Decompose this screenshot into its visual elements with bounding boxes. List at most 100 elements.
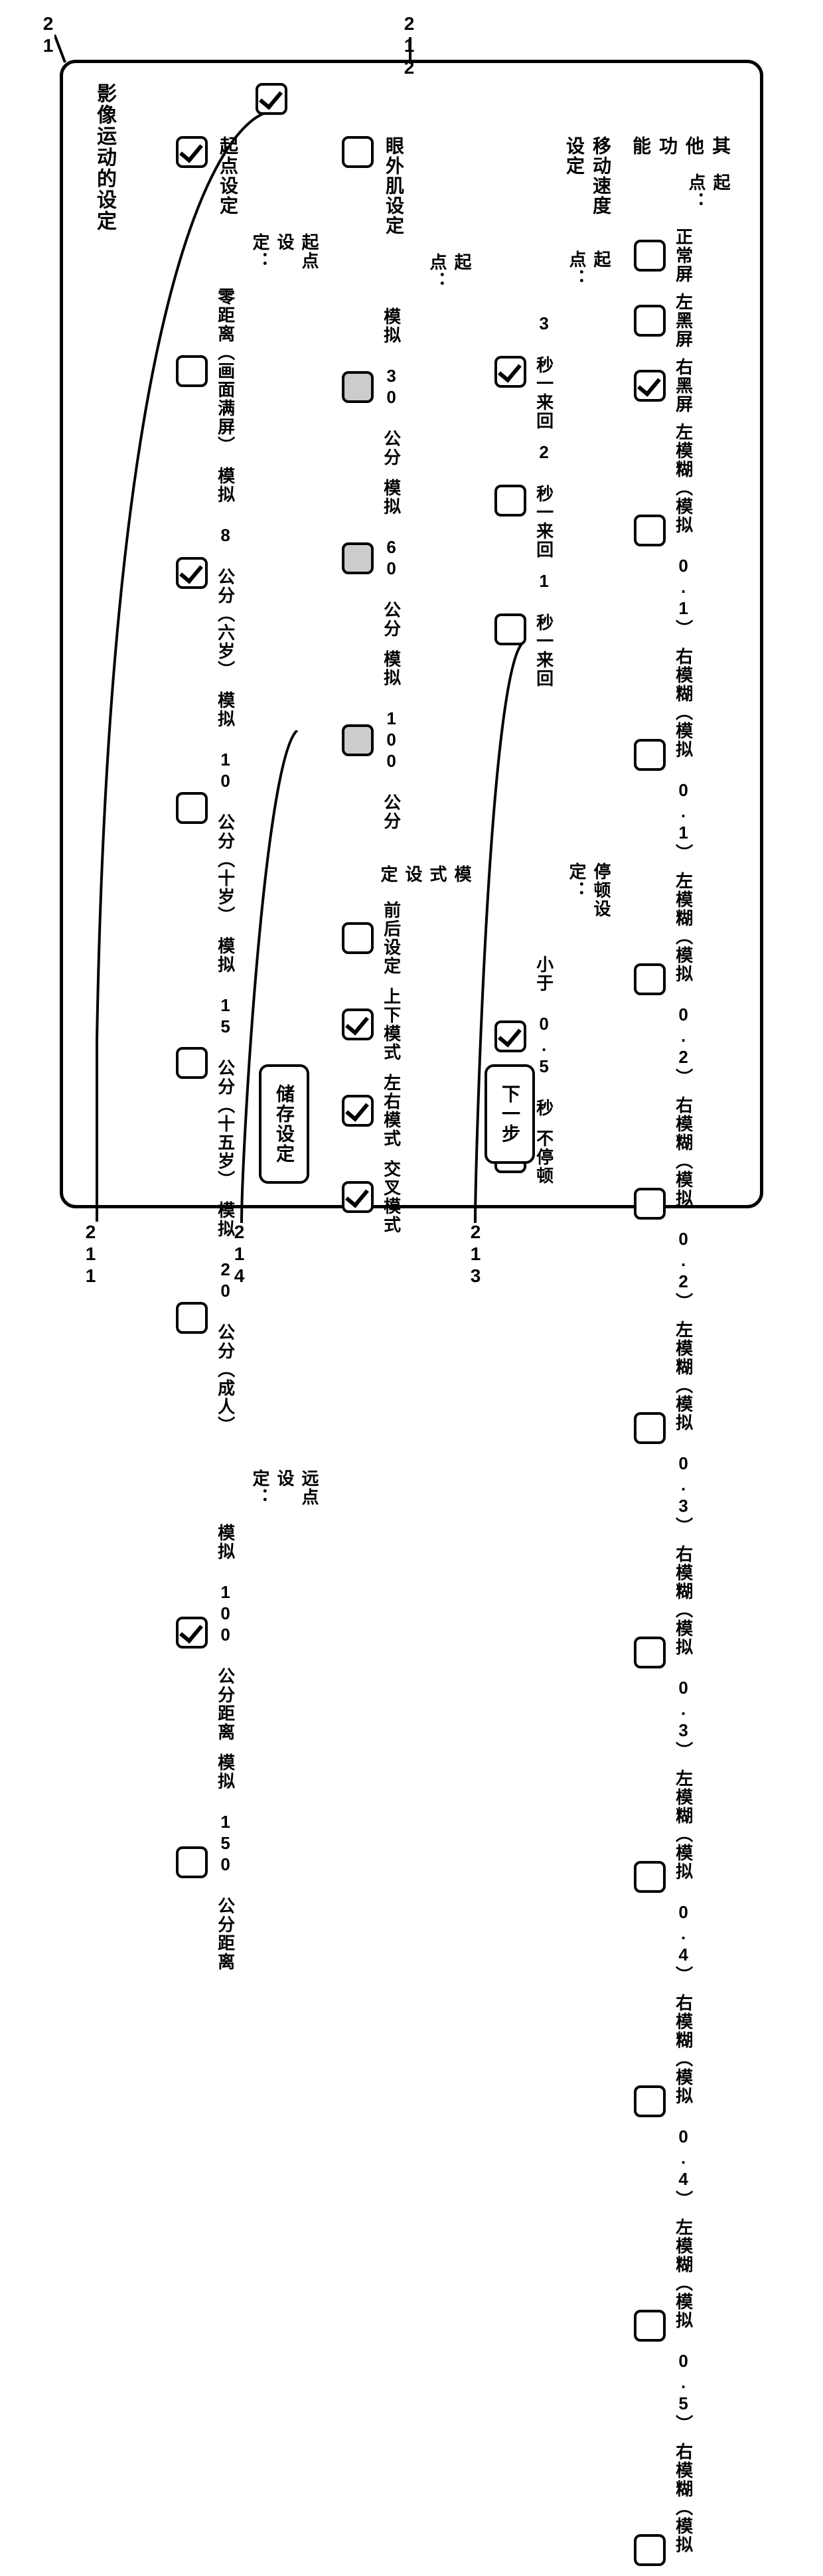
save-button[interactable]: 储存设定: [259, 1064, 309, 1184]
spacer: [494, 705, 614, 845]
checkbox[interactable]: [342, 1181, 374, 1213]
group-start-list: 零距离（画面满屏）模拟 8 公分（六岁）模拟 10 公分（十岁）模拟 15 公分…: [176, 287, 322, 1435]
list-item: 1 秒一来回: [494, 571, 614, 688]
list-item: 左模糊（模拟 0.5）: [634, 2218, 733, 2433]
item-label: 左模糊（模拟 0.1）: [674, 423, 693, 638]
list-item: 模拟 30 公分: [342, 307, 475, 467]
item-label: 正常屏: [674, 228, 693, 283]
list-item: 3 秒一来回: [494, 313, 614, 430]
main-toggle-row: [256, 83, 287, 118]
col-1: 起点设定 起点设定： 零距离（画面满屏）模拟 8 公分（六岁）模拟 10 公分（…: [176, 136, 322, 1185]
list-item: 零距离（画面满屏）: [176, 287, 322, 455]
list-item: 右模糊（模拟 0.1）: [634, 647, 733, 862]
checkbox[interactable]: [342, 542, 374, 574]
group-pause-title: 停顿设定：: [497, 862, 614, 938]
list-item: 左模糊（模拟 0.2）: [634, 872, 733, 1087]
item-label: 零距离（画面满屏）: [216, 287, 235, 455]
checkbox[interactable]: [342, 1008, 374, 1040]
checkbox[interactable]: [342, 922, 374, 954]
list-item: 右模糊（模拟 0.3）: [634, 1545, 733, 1760]
checkbox[interactable]: [176, 1846, 208, 1878]
checkbox[interactable]: [494, 613, 526, 645]
item-label: 1 秒一来回: [534, 571, 554, 688]
group-other-title: 其他功能: [634, 136, 733, 156]
checkbox[interactable]: [176, 1302, 208, 1334]
checkbox[interactable]: [176, 792, 208, 824]
list-item: 上下模式: [342, 987, 475, 1062]
item-label: 左模糊（模拟 0.5）: [674, 2218, 693, 2433]
checkbox[interactable]: [634, 2085, 666, 2117]
next-button[interactable]: 下一步: [485, 1064, 535, 1164]
list-item: 模拟 60 公分: [342, 479, 475, 638]
checkbox[interactable]: [494, 356, 526, 388]
checkbox[interactable]: [634, 963, 666, 995]
checkbox[interactable]: [342, 724, 374, 756]
checkbox[interactable]: [634, 370, 666, 402]
item-label: 3 秒一来回: [534, 313, 554, 430]
item-label: 右模糊（模拟 0.3）: [674, 1545, 693, 1760]
checkbox[interactable]: [494, 485, 526, 517]
group-start-toggle[interactable]: [176, 136, 208, 168]
checkbox[interactable]: [634, 1637, 666, 1668]
checkbox[interactable]: [634, 240, 666, 272]
group-mode-title: 模式设定: [344, 865, 475, 884]
item-label: 模拟 10 公分（十岁）: [216, 691, 235, 925]
item-label: 模拟 100 公分距离: [216, 1524, 235, 1741]
item-label: 右黑屏: [674, 358, 693, 414]
main-toggle-checkbox[interactable]: [256, 83, 287, 115]
item-label: 模拟 100 公分: [382, 650, 401, 831]
list-item: 左模糊（模拟 0.4）: [634, 1769, 733, 1984]
group-far-title: 远点设定：: [179, 1469, 322, 1506]
list-item: 左模糊（模拟 0.1）: [634, 423, 733, 638]
checkbox[interactable]: [634, 515, 666, 546]
group-speed-list: 3 秒一来回2 秒一来回1 秒一来回: [494, 313, 614, 688]
group-eye-sub: 起点：: [344, 253, 475, 290]
columns: 起点设定 起点设定： 零距离（画面满屏）模拟 8 公分（六岁）模拟 10 公分（…: [90, 136, 733, 1185]
settings-panel: 影像运动的设定 起点设定 起点设定： 零距离（画面满屏）模拟 8 公分（六岁）模…: [60, 60, 763, 1208]
checkbox[interactable]: [634, 2310, 666, 2342]
group-start-header: 起点设定: [176, 136, 322, 216]
item-label: 左黑屏: [674, 293, 693, 349]
item-label: 右模糊（模拟 0.1）: [674, 647, 693, 862]
group-other-sub: 起点：: [636, 173, 733, 210]
checkbox[interactable]: [342, 371, 374, 403]
group-other-list: 正常屏左黑屏右黑屏左模糊（模拟 0.1） 右模糊（模拟 0.1） 左模糊（模拟 0.…: [634, 228, 733, 2576]
checkbox[interactable]: [634, 1861, 666, 1893]
list-item: 左模糊（模拟 0.3）: [634, 1321, 733, 1536]
item-label: 上下模式: [382, 987, 401, 1062]
list-item: 模拟 150 公分距离: [176, 1753, 322, 1971]
checkbox[interactable]: [634, 305, 666, 337]
list-item: 前后设定: [342, 901, 475, 975]
checkbox[interactable]: [494, 1020, 526, 1052]
group-speed-title: 移动速度设定: [494, 136, 614, 233]
item-label: 模拟 20 公分（成人）: [216, 1201, 235, 1435]
group-eye-list: 模拟 30 公分模拟 60 公分模拟 100 公分: [342, 307, 475, 831]
checkbox[interactable]: [176, 1617, 208, 1649]
item-label: 左模糊（模拟 0.3）: [674, 1321, 693, 1536]
checkbox[interactable]: [634, 1412, 666, 1444]
col-2: 眼外肌设定 起点： 模拟 30 公分模拟 60 公分模拟 100 公分 模式设定…: [342, 136, 475, 1185]
group-eye-title: 眼外肌设定: [380, 136, 407, 236]
item-label: 模拟 30 公分: [382, 307, 401, 467]
item-label: 模拟 60 公分: [382, 479, 401, 638]
callout-211: 211: [80, 1222, 101, 1287]
checkbox[interactable]: [634, 2534, 666, 2566]
list-item: 右模糊（模拟 0.4）: [634, 1994, 733, 2209]
checkbox[interactable]: [176, 557, 208, 589]
item-label: 右模糊（模拟 0.4）: [674, 1994, 693, 2209]
checkbox[interactable]: [634, 739, 666, 771]
checkbox[interactable]: [176, 355, 208, 387]
buttons-row: 储存设定 下一步: [63, 1064, 760, 1184]
save-button-wrap: 储存设定: [259, 1064, 338, 1184]
item-label: 前后设定: [382, 901, 401, 975]
list-item: 左黑屏: [634, 293, 733, 349]
list-item: 正常屏: [634, 228, 733, 283]
group-eye-toggle[interactable]: [342, 136, 374, 168]
checkbox[interactable]: [634, 1188, 666, 1220]
list-item: 模拟 8 公分（六岁）: [176, 467, 322, 679]
list-item: 模拟 100 公分: [342, 650, 475, 831]
list-item: 右模糊（模拟 0.5）: [634, 2443, 733, 2576]
list-item: 模拟 20 公分（成人）: [176, 1201, 322, 1435]
col-3: 移动速度设定 起点： 3 秒一来回2 秒一来回1 秒一来回 停顿设定： 小于 0…: [494, 136, 614, 1185]
list-item: 模拟 10 公分（十岁）: [176, 691, 322, 925]
